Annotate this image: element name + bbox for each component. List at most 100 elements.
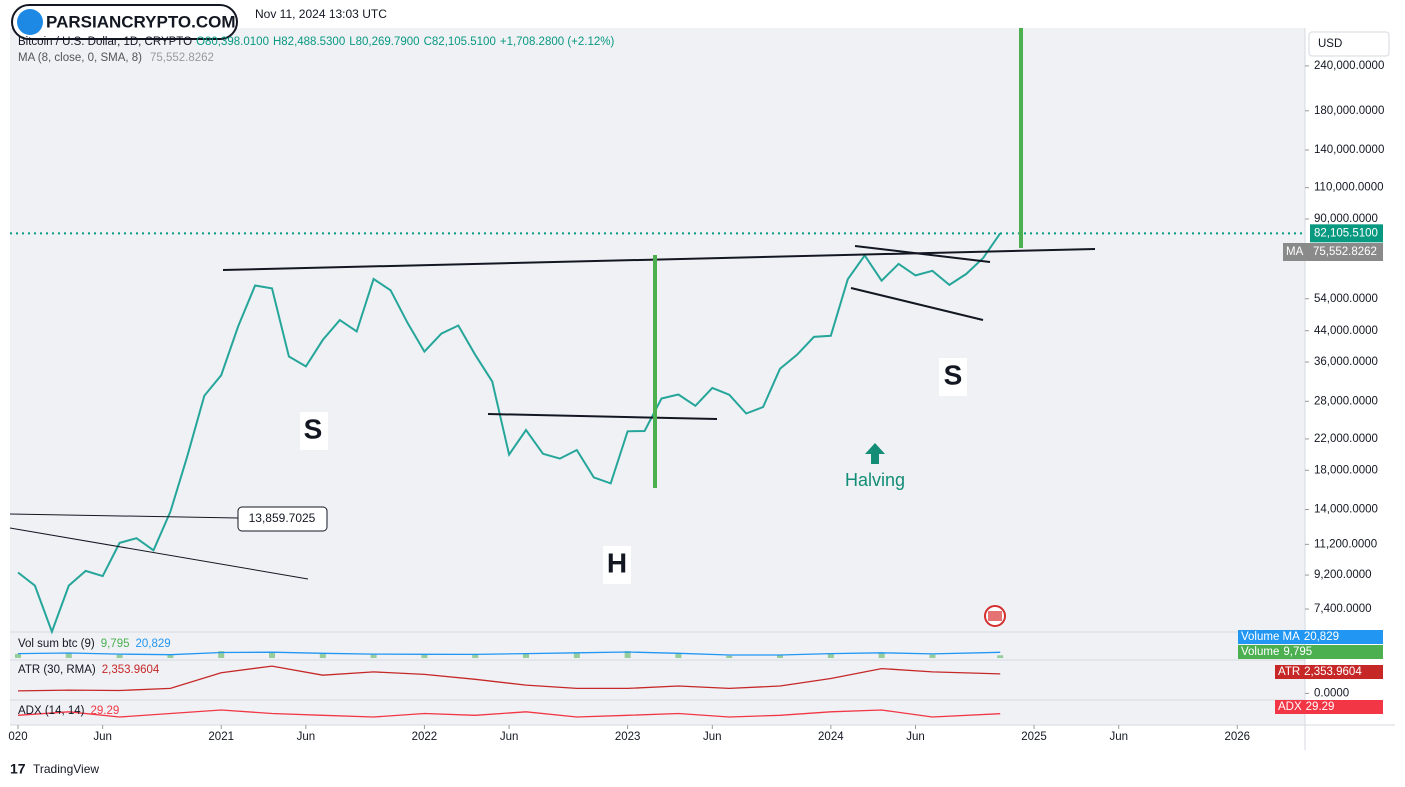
indicator-value: 75,552.8262 [150,52,214,64]
x-tick-label: 2026 [1224,731,1250,743]
label-bg [939,358,967,396]
x-tick-label: 2021 [208,731,234,743]
pane-legend: Vol sum btc (9) 9,795 20,829 [18,638,171,650]
y-tick-label: 140,000.0000 [1314,144,1384,156]
volume-bar [624,651,631,658]
ohlc-value: C82,105.5100 [424,36,496,48]
pane-tag [1275,665,1383,679]
x-tick-label: Jun [1109,731,1128,743]
label-bg [300,412,328,450]
y-tick-label: 18,000.0000 [1314,464,1378,476]
volume-bar [15,653,21,658]
x-tick-label: Jun [906,731,925,743]
x-tick-label: Jun [297,731,316,743]
x-tick-label: 2022 [412,731,438,743]
x-tick-label: 2024 [818,731,844,743]
pane-value: 29.29 [90,705,119,717]
trend-line [9,513,239,519]
volume-bar [269,651,276,658]
pane-tag-name: Volume [1241,646,1279,658]
footer-logo: 17 [10,761,26,777]
volume-bar [218,651,225,658]
pattern-label: S [944,359,963,390]
volume-bar [65,652,72,658]
volume-bar [929,654,936,658]
pane-value: 2,353.9604 [102,664,160,676]
y-tick-label: 0.0000 [1314,687,1349,699]
x-tick-label: 020 [8,731,27,743]
trend-line [487,413,718,420]
volume-bar [167,655,174,658]
series-line [17,665,1001,692]
neckline [222,248,1096,271]
volume-bar [726,655,733,658]
series-line [17,651,1001,656]
pane-tag-name: ATR [1278,666,1300,678]
ohlc-value: H82,488.5300 [273,36,345,48]
x-tick-label: Jun [93,731,112,743]
volume-bar [675,653,682,658]
y-tick-label: 180,000.0000 [1314,105,1384,117]
pane-legend: ADX (14, 14) 29.29 [18,705,119,717]
volume-bar [997,655,1004,658]
volume-bar [573,652,580,658]
indicator-legend: MA (8, close, 0, SMA, 8) 75,552.8262 [18,52,214,64]
ma-tag-label: MA [1286,246,1304,258]
arrow-icon [865,443,885,464]
pane-value: 9,795 [101,638,130,650]
pane-tag-text: ATR 2,353.9604 [1278,666,1362,678]
series-layer [10,232,1305,718]
pane-tag-name: ADX [1278,701,1302,713]
symbol-legend: Bitcoin / U.S. Dollar, 1D, CRYPTO O80,398… [18,36,614,48]
y-tick-label: 9,200.0000 [1314,569,1372,581]
ma-tag-value: 75,552.8262 [1313,246,1377,258]
watermark-logo [17,9,43,35]
pane-tag-value: 20,829 [1304,631,1339,643]
volume-bar [523,653,530,658]
volume-bar [777,655,784,658]
currency: USD [1318,38,1342,50]
plot-area [10,28,1305,725]
series-line [17,709,1001,718]
callout-text: 13,859.7025 [249,511,316,525]
y-tick-label: 7,400.0000 [1314,603,1372,615]
x-tick-label: Jun [703,731,722,743]
y-tick-label: 54,000.0000 [1314,293,1378,305]
y-tick-label: 36,000.0000 [1314,356,1378,368]
volume-bar [421,654,428,658]
pane-tag-text: ADX 29.29 [1278,701,1334,713]
pane-tag [1275,700,1383,714]
last-price-tag [1310,224,1383,243]
ohlc-value: L80,269.7900 [349,36,419,48]
volume-bar [319,653,326,658]
pane-legend: ATR (30, RMA) 2,353.9604 [18,664,160,676]
pane-tag [1238,645,1383,659]
pane-tag-value: 2,353.9604 [1304,666,1362,678]
label-bg [603,546,631,584]
flag-line [854,245,991,263]
pane-name: ATR (30, RMA) [18,664,96,676]
pane-name: Vol sum btc (9) [18,638,95,650]
footer: TradingView [33,762,99,776]
pane-tag-value: 9,795 [1283,646,1312,658]
pane-tag-value: 29.29 [1306,701,1335,713]
symbol-name: Bitcoin / U.S. Dollar, 1D, CRYPTO [18,36,192,48]
pane-value: 20,829 [135,638,170,650]
indicator-name: MA (8, close, 0, SMA, 8) [18,52,142,64]
pattern-label: S [304,413,323,444]
timestamp: Nov 11, 2024 13:03 UTC [255,7,387,21]
drawings [9,28,1096,580]
pattern-label: H [607,547,627,578]
y-tick-label: 28,000.0000 [1314,395,1378,407]
ohlc-value: O80,398.0100 [196,36,269,48]
pane-tag-name: Volume MA [1241,631,1300,643]
watermark: PARSIANCRYPTO.COM [46,12,236,31]
y-tick-label: 14,000.0000 [1314,504,1378,516]
x-tick-label: 2023 [615,731,641,743]
ma-tag [1283,243,1383,261]
volume-bar [370,654,377,658]
pane-tag-text: Volume MA 20,829 [1241,631,1339,643]
pane-tag [1238,630,1383,644]
x-tick-label: Jun [500,731,519,743]
